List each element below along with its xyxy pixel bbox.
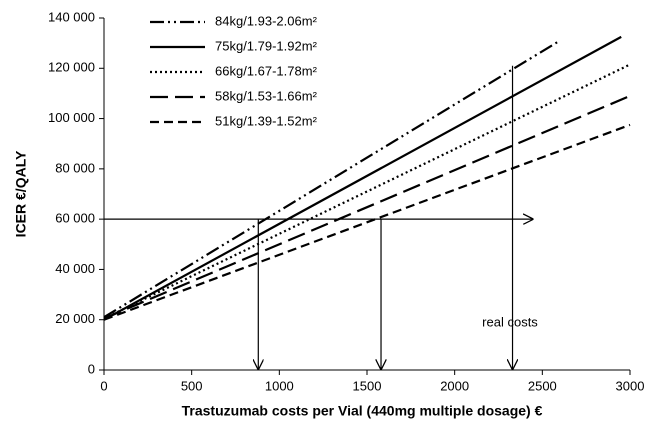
y-tick-label: 60 000 [55, 211, 95, 226]
legend-label: 84kg/1.93-2.06m² [215, 13, 318, 28]
y-tick-label: 140 000 [48, 9, 95, 24]
x-tick-label: 1500 [353, 378, 382, 393]
series-line [103, 35, 622, 321]
series-line [103, 94, 631, 320]
y-tick-label: 40 000 [55, 261, 95, 276]
y-axis-label: ICER €/QALY [13, 150, 29, 237]
x-tick-label: 500 [181, 378, 203, 393]
legend-label: 51kg/1.39-1.52m² [215, 113, 318, 128]
annotation: real costs [482, 314, 538, 329]
x-tick-label: 2000 [440, 378, 469, 393]
y-tick-label: 120 000 [48, 60, 95, 75]
legend-label: 66kg/1.67-1.78m² [215, 63, 318, 78]
y-tick-label: 80 000 [55, 160, 95, 175]
x-tick-label: 0 [100, 378, 107, 393]
x-tick-label: 3000 [616, 378, 645, 393]
y-tick-label: 0 [88, 361, 95, 376]
x-tick-label: 1000 [265, 378, 294, 393]
y-tick-label: 20 000 [55, 311, 95, 326]
series-line [103, 39, 561, 319]
series-line [103, 63, 631, 320]
legend-label: 75kg/1.79-1.92m² [215, 38, 318, 53]
x-tick-label: 2500 [528, 378, 557, 393]
x-axis-label: Trastuzumab costs per Vial (440mg multip… [182, 403, 543, 419]
series-line [103, 123, 631, 321]
legend-label: 58kg/1.53-1.66m² [215, 88, 318, 103]
y-tick-label: 100 000 [48, 110, 95, 125]
